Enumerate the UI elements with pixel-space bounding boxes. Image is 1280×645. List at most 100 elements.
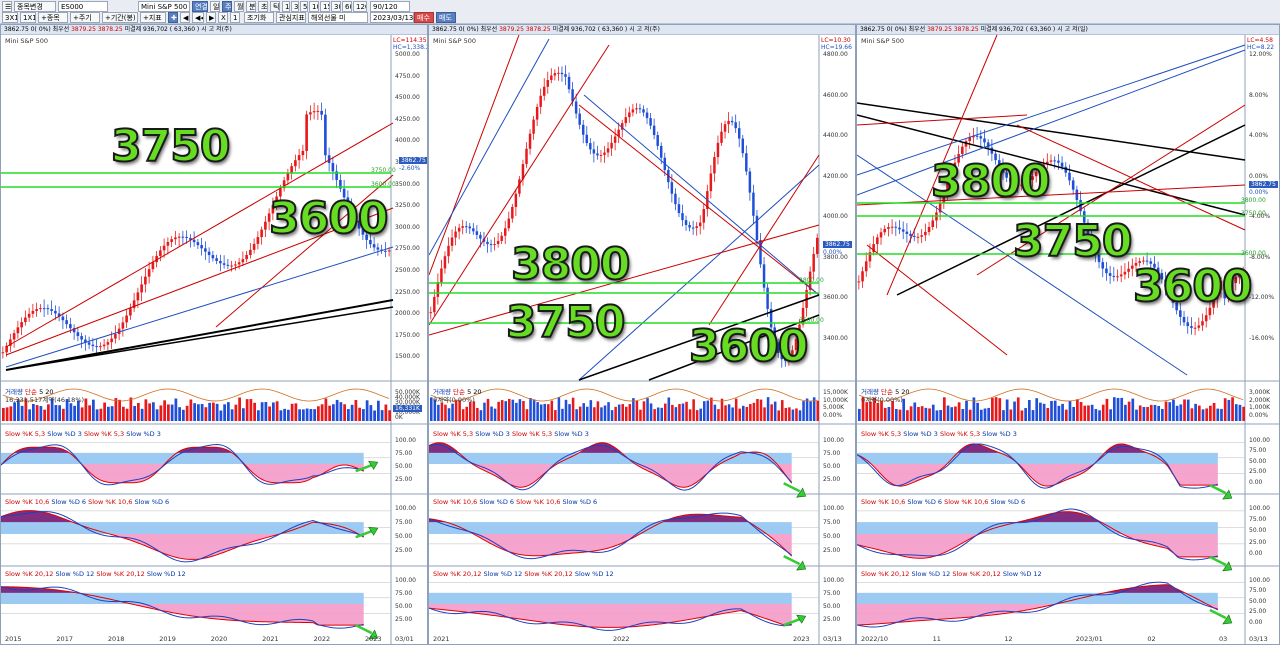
sell-button[interactable]: 매도 xyxy=(436,12,456,23)
prev-icon[interactable]: ◀ xyxy=(180,12,190,23)
candle xyxy=(1230,282,1234,291)
buy-button[interactable]: 매수 xyxy=(414,12,434,23)
watch-indicator-button[interactable]: 관심지표 xyxy=(276,12,306,23)
zoom-x-icon[interactable]: X xyxy=(218,12,228,23)
candle xyxy=(200,245,203,249)
volume-bar xyxy=(62,408,65,421)
volume-bar xyxy=(328,405,331,421)
candle xyxy=(1105,268,1108,274)
chart-panel-weekly-long[interactable]: 3862.75 0( 0%) 최우선 3879.25 3878.25 미결제 9… xyxy=(0,24,428,645)
crosshair-icon[interactable]: ✚ xyxy=(168,12,178,23)
volume-bar xyxy=(646,398,649,421)
volume-bar xyxy=(264,401,268,421)
interval-3[interactable]: 3 xyxy=(291,1,299,12)
period-day[interactable]: 일 xyxy=(210,1,220,12)
volume-bar xyxy=(178,407,181,421)
ma-short: 5 xyxy=(467,388,472,396)
volume-bar xyxy=(625,406,628,421)
candle xyxy=(447,245,450,257)
candle xyxy=(596,153,599,156)
low-label: 저(주) xyxy=(216,26,232,33)
volume-bar xyxy=(1087,405,1090,421)
interval-30[interactable]: 30 xyxy=(331,1,341,12)
slow-d-line xyxy=(1,586,364,629)
candle xyxy=(1053,160,1056,162)
price-axis-label: 2000.00 xyxy=(395,310,420,318)
volume-bar xyxy=(230,409,234,421)
period-tick[interactable]: 틱 xyxy=(270,1,280,12)
next-icon[interactable]: ▶ xyxy=(206,12,216,23)
menu-icon[interactable]: ☰ xyxy=(2,1,12,12)
add-period-button[interactable]: +주기 xyxy=(70,12,100,23)
volume-bar xyxy=(1197,405,1201,421)
interval-5[interactable]: 5 xyxy=(300,1,308,12)
slow-d-line xyxy=(857,581,1218,628)
volume-bar xyxy=(861,397,865,421)
slow-k-label-2: Slow %K 10,6 xyxy=(944,498,989,506)
interval-1[interactable]: 1 xyxy=(282,1,290,12)
volume-bar xyxy=(1238,404,1242,421)
stoch-band-fill xyxy=(1,452,364,464)
add-symbol-button[interactable]: +종목 xyxy=(38,12,68,23)
chart-panel-daily[interactable]: 3862.75 0( 0%) 최우선 3879.25 3878.25 미결제 9… xyxy=(856,24,1280,645)
candle xyxy=(755,215,759,241)
slow-d-label: Slow %D 12 xyxy=(483,570,523,578)
candle xyxy=(136,292,140,301)
add-bars-button[interactable]: +기간(봉) xyxy=(102,12,138,23)
change-value: 0( xyxy=(30,26,37,33)
volume-bar xyxy=(1039,402,1042,421)
stoch-axis-label: 75.00 xyxy=(823,450,841,457)
period-minute[interactable]: 분 xyxy=(246,1,256,12)
volume-bar xyxy=(812,397,816,421)
layout-1x1[interactable]: 1X1 xyxy=(20,12,36,23)
add-indicator-button[interactable]: +지표 xyxy=(140,12,166,23)
stochastic-legend: Slow %K 10,6 Slow %D 6 Slow %K 10,6 Slow… xyxy=(433,498,597,506)
candle xyxy=(1197,325,1201,328)
market-select[interactable]: 해외선물 미 xyxy=(308,12,368,23)
reset-button[interactable]: 조기화 xyxy=(244,12,274,23)
candle xyxy=(1208,307,1212,316)
volume-bar xyxy=(1220,408,1223,421)
interval-15[interactable]: 15 xyxy=(320,1,330,12)
date-input[interactable]: 2023/03/13 xyxy=(370,12,414,23)
rewind-icon[interactable]: ◀◀ xyxy=(192,12,204,23)
candle xyxy=(226,264,230,266)
volume-bar xyxy=(24,398,28,421)
symbol-name: Mini S&P 500 xyxy=(861,37,904,45)
volume-bar xyxy=(589,400,593,421)
period-week[interactable]: 주 xyxy=(222,1,232,12)
chart-panel-weekly[interactable]: 3862.75 0( 0%) 최우선 3879.25 3878.25 미결제 9… xyxy=(428,24,856,645)
change-symbol-button[interactable]: 종목변경 xyxy=(14,1,56,12)
candle xyxy=(91,344,95,347)
volume-stat: 0계약(0.00%) xyxy=(433,396,475,404)
interval-10[interactable]: 10 xyxy=(309,1,319,12)
interval-60[interactable]: 60 xyxy=(342,1,352,12)
interval-120[interactable]: 120 xyxy=(353,1,367,12)
slow-k-label-2: Slow %K 5,3 xyxy=(939,430,981,438)
bar-count[interactable]: 90/120 xyxy=(370,1,410,12)
volume-bar xyxy=(354,399,358,421)
candle xyxy=(39,308,42,310)
candle xyxy=(87,342,91,345)
slow-k-line xyxy=(1,446,364,484)
volume-bar xyxy=(968,409,972,421)
candle xyxy=(61,316,65,321)
price-axis-label: 4000.00 xyxy=(395,137,420,145)
volume-bar xyxy=(170,404,174,421)
candle xyxy=(106,342,110,345)
volume-bar xyxy=(309,408,313,421)
volume-bar xyxy=(219,410,223,421)
candle xyxy=(57,313,61,317)
volume-bar xyxy=(703,401,706,421)
symbol-input[interactable]: ES000 xyxy=(58,1,108,12)
period-month[interactable]: 월 xyxy=(234,1,244,12)
volume-axis-label: 0.00% xyxy=(823,411,843,419)
link-button[interactable]: 연결 xyxy=(192,1,208,12)
period-second[interactable]: 초 xyxy=(258,1,268,12)
candle xyxy=(688,224,691,228)
candle xyxy=(507,218,511,229)
layout-3x1[interactable]: 3X1 xyxy=(2,12,18,23)
volume-bar xyxy=(451,403,454,421)
zoom-level[interactable]: 1 xyxy=(230,12,240,23)
change-value: 0( xyxy=(458,26,465,33)
